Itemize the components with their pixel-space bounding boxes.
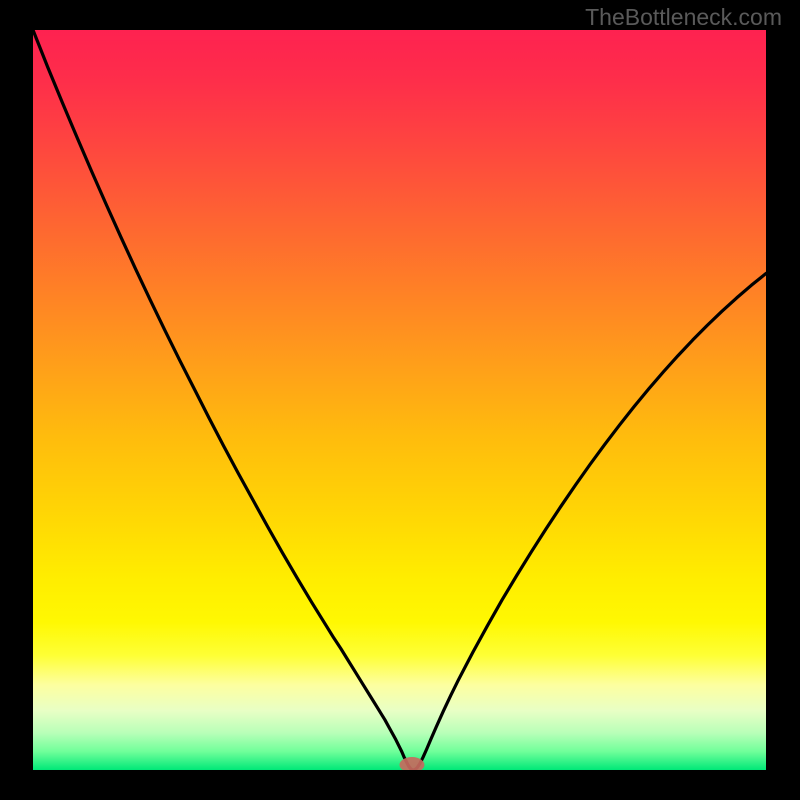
chart-svg <box>33 30 766 770</box>
plot-area <box>33 30 766 770</box>
chart-container: TheBottleneck.com <box>0 0 800 800</box>
gradient-background <box>33 30 766 770</box>
watermark-text: TheBottleneck.com <box>585 4 782 31</box>
